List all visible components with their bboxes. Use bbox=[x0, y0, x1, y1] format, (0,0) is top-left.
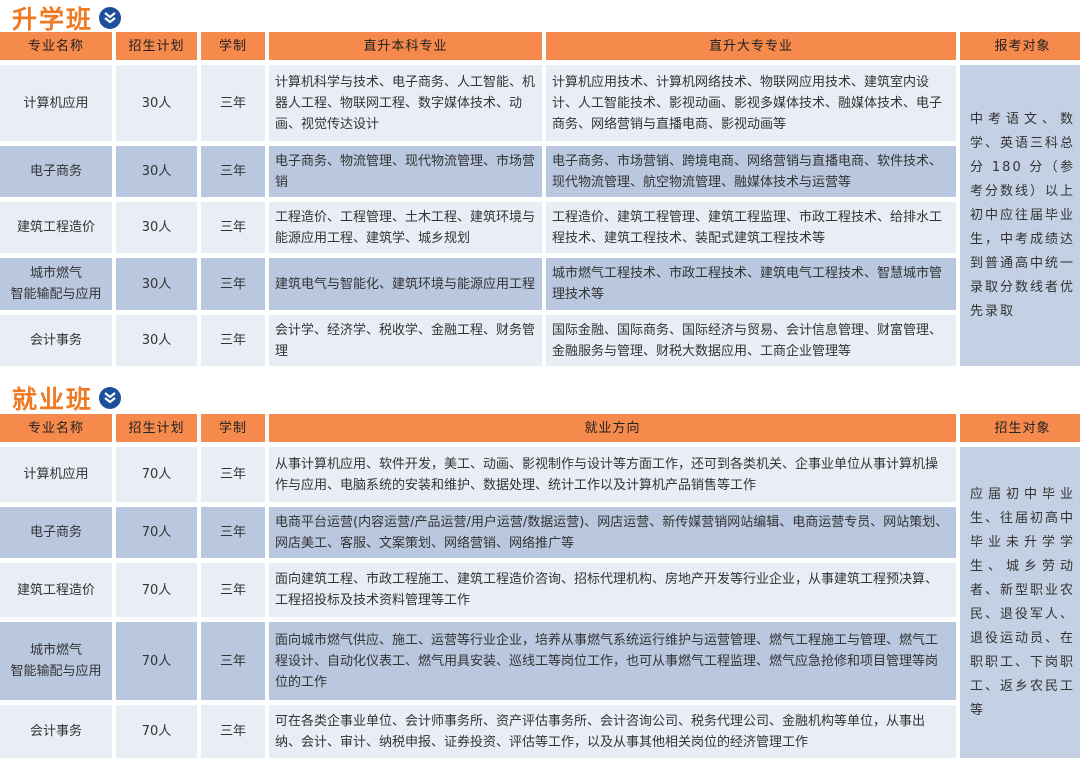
major-name-cell: 城市燃气 智能输配与应用 bbox=[0, 258, 112, 310]
direction-cell: 面向建筑工程、市政工程施工、建筑工程造价咨询、招标代理机构、房地产开发等行业企业… bbox=[269, 563, 956, 617]
major-name-cell: 电子商务 bbox=[0, 146, 112, 197]
column-header: 招生计划 bbox=[116, 32, 197, 60]
column-header: 学制 bbox=[201, 32, 265, 60]
column-header: 就业方向 bbox=[269, 414, 956, 442]
major-name-cell: 会计事务 bbox=[0, 315, 112, 366]
column-header: 招生对象 bbox=[960, 414, 1080, 442]
enrollment-plan-cell: 30人 bbox=[116, 146, 197, 197]
bachelor-cell: 建筑电气与智能化、建筑环境与能源应用工程 bbox=[269, 258, 542, 310]
enrollment-plan-cell: 30人 bbox=[116, 65, 197, 141]
enrollment-plan-cell: 30人 bbox=[116, 202, 197, 253]
target-applicants-cell: 中考语文、数学、英语三科总分 180 分（参考分数线）以上初中应往届毕业生，中考… bbox=[960, 65, 1080, 366]
major-name-cell: 电子商务 bbox=[0, 507, 112, 558]
enrollment-plan-cell: 30人 bbox=[116, 315, 197, 366]
duration-cell: 三年 bbox=[201, 146, 265, 197]
college-cell: 工程造价、建筑工程管理、建筑工程监理、市政工程技术、给排水工程技术、建筑工程技术… bbox=[546, 202, 956, 253]
upgrade-section-title: 升学班 bbox=[12, 0, 122, 36]
direction-cell: 电商平台运营(内容运营/产品运营/用户运营/数据运营)、网店运营、新传媒营销网站… bbox=[269, 507, 956, 558]
bachelor-cell: 工程造价、工程管理、土木工程、建筑环境与能源应用工程、建筑学、城乡规划 bbox=[269, 202, 542, 253]
college-cell: 国际金融、国际商务、国际经济与贸易、会计信息管理、财富管理、金融服务与管理、财税… bbox=[546, 315, 956, 366]
duration-cell: 三年 bbox=[201, 315, 265, 366]
column-header: 专业名称 bbox=[0, 32, 112, 60]
enrollment-plan-cell: 30人 bbox=[116, 258, 197, 310]
duration-cell: 三年 bbox=[201, 507, 265, 558]
column-header: 招生计划 bbox=[116, 414, 197, 442]
bachelor-cell: 计算机科学与技术、电子商务、人工智能、机器人工程、物联网工程、数字媒体技术、动画… bbox=[269, 65, 542, 141]
double-chevron-down-icon bbox=[99, 7, 122, 29]
double-chevron-down-icon bbox=[99, 387, 122, 409]
column-header: 学制 bbox=[201, 414, 265, 442]
direction-cell: 面向城市燃气供应、施工、运营等行业企业，培养从事燃气系统运行维护与运营管理、燃气… bbox=[269, 622, 956, 700]
direction-cell: 可在各类企事业单位、会计师事务所、资产评估事务所、会计咨询公司、税务代理公司、金… bbox=[269, 705, 956, 758]
column-header: 报考对象 bbox=[960, 32, 1080, 60]
college-cell: 计算机应用技术、计算机网络技术、物联网应用技术、建筑室内设计、人工智能技术、影视… bbox=[546, 65, 956, 141]
duration-cell: 三年 bbox=[201, 622, 265, 700]
column-header: 直升本科专业 bbox=[269, 32, 542, 60]
major-name-cell: 会计事务 bbox=[0, 705, 112, 758]
enrollment-plan-cell: 70人 bbox=[116, 622, 197, 700]
upgrade-title-text: 升学班 bbox=[12, 5, 94, 34]
enrollment-plan-cell: 70人 bbox=[116, 563, 197, 617]
enrollment-plan-cell: 70人 bbox=[116, 507, 197, 558]
upgrade-table: 专业名称 招生计划 学制 直升本科专业 直升大专专业 报考对象 计算机应用 30人 三年 计算机科… bbox=[0, 32, 1080, 366]
bachelor-cell: 电子商务、物流管理、现代物流管理、市场营销 bbox=[269, 146, 542, 197]
target-applicants-cell: 应届初中毕业生、往届初高中毕业未升学学生、城乡劳动者、新型职业农民、退役军人、退… bbox=[960, 447, 1080, 758]
college-cell: 电子商务、市场营销、跨境电商、网络营销与直播电商、软件技术、现代物流管理、航空物… bbox=[546, 146, 956, 197]
employment-table: 专业名称 招生计划 学制 就业方向 招生对象 计算机应用 70人 三年 从事计算机应用、软件开发… bbox=[0, 414, 1080, 758]
column-header: 专业名称 bbox=[0, 414, 112, 442]
bachelor-cell: 会计学、经济学、税收学、金融工程、财务管理 bbox=[269, 315, 542, 366]
major-name-cell: 建筑工程造价 bbox=[0, 563, 112, 617]
employment-title-text: 就业班 bbox=[12, 385, 94, 414]
direction-cell: 从事计算机应用、软件开发，美工、动画、影视制作与设计等方面工作，还可到各类机关、… bbox=[269, 447, 956, 502]
duration-cell: 三年 bbox=[201, 65, 265, 141]
duration-cell: 三年 bbox=[201, 258, 265, 310]
duration-cell: 三年 bbox=[201, 202, 265, 253]
duration-cell: 三年 bbox=[201, 705, 265, 758]
major-name-cell: 建筑工程造价 bbox=[0, 202, 112, 253]
major-name-cell: 计算机应用 bbox=[0, 447, 112, 502]
column-header: 直升大专专业 bbox=[546, 32, 956, 60]
major-name-cell: 计算机应用 bbox=[0, 65, 112, 141]
employment-section-title: 就业班 bbox=[12, 380, 122, 416]
major-name-cell: 城市燃气 智能输配与应用 bbox=[0, 622, 112, 700]
college-cell: 城市燃气工程技术、市政工程技术、建筑电气工程技术、智慧城市管理技术等 bbox=[546, 258, 956, 310]
enrollment-plan-cell: 70人 bbox=[116, 447, 197, 502]
duration-cell: 三年 bbox=[201, 563, 265, 617]
enrollment-plan-cell: 70人 bbox=[116, 705, 197, 758]
duration-cell: 三年 bbox=[201, 447, 265, 502]
